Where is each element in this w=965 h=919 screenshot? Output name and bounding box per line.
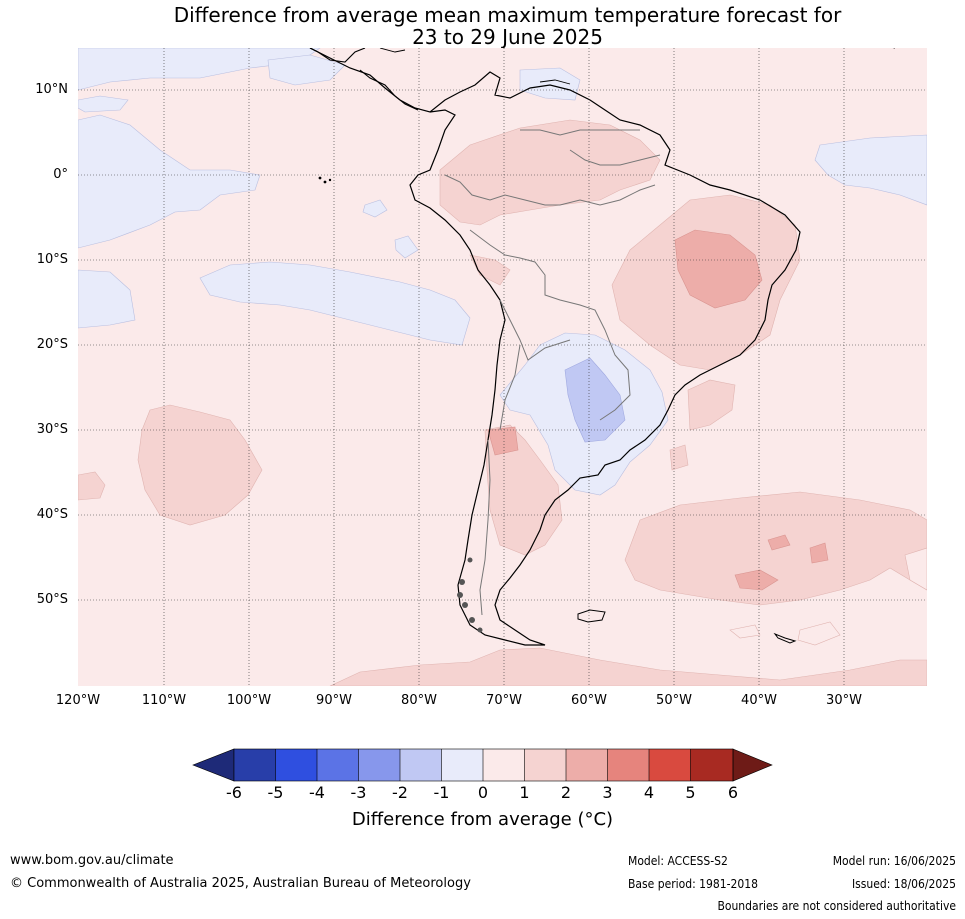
colorbar-segment <box>317 749 359 781</box>
anomaly-field-holes <box>729 547 927 646</box>
lon-label: 120°W <box>55 693 101 708</box>
map-title: Difference from average mean maximum tem… <box>0 4 965 48</box>
lat-label: 10°S <box>36 252 68 267</box>
lon-label: 60°W <box>571 693 607 708</box>
lon-label: 40°W <box>741 693 777 708</box>
colorbar-segment <box>607 749 649 781</box>
falkland-islands <box>577 609 606 623</box>
colorbar-segment <box>524 749 566 781</box>
lon-label: 90°W <box>316 693 352 708</box>
lat-label: 0° <box>53 167 68 182</box>
colorbar-segment <box>275 749 317 781</box>
lon-label: 110°W <box>141 693 187 708</box>
colorbar-high-extend <box>732 748 773 782</box>
colorbar-tick: 2 <box>560 783 572 802</box>
lon-label: 50°W <box>656 693 692 708</box>
colorbar <box>192 748 773 782</box>
colorbar-tick: -2 <box>392 783 408 802</box>
lon-label: 70°W <box>486 693 522 708</box>
colorbar-segment <box>690 749 733 781</box>
country-borders <box>444 129 661 616</box>
lon-label: 80°W <box>401 693 437 708</box>
graticule <box>78 48 927 686</box>
lat-label: 10°N <box>35 82 68 97</box>
website-link[interactable]: www.bom.gov.au/climate <box>10 853 174 868</box>
colorbar-tick: -1 <box>433 783 450 802</box>
anomaly-field-2-to-3 <box>487 229 829 591</box>
south-america-coastline <box>309 48 801 646</box>
colorbar-segment <box>649 749 691 781</box>
boundary-disclaimer: Boundaries are not considered authoritat… <box>717 899 956 913</box>
colorbar-tick: -5 <box>267 783 284 802</box>
colorbar-segment <box>234 749 276 781</box>
central-america-coastline <box>309 48 419 111</box>
lat-label: 20°S <box>36 337 68 352</box>
colorbar-tick: 6 <box>727 783 739 802</box>
galapagos-islands <box>318 176 332 184</box>
colorbar-segment <box>358 749 400 781</box>
colorbar-tick: 4 <box>643 783 655 802</box>
lat-label: 50°S <box>36 592 68 607</box>
lat-label: 40°S <box>36 507 68 522</box>
colorbar-tick: -6 <box>226 783 242 802</box>
lon-label: 100°W <box>226 693 272 708</box>
colorbar-segment <box>441 749 483 781</box>
colorbar-tick: -4 <box>309 783 325 802</box>
map-title-line1: Difference from average mean maximum tem… <box>173 3 842 27</box>
south-georgia <box>773 632 797 644</box>
colorbar-segment <box>566 749 608 781</box>
model-run-date: Model run: 16/06/2025 <box>832 854 956 868</box>
lat-label: 30°S <box>36 422 68 437</box>
colorbar-low-extend <box>192 748 235 782</box>
colorbar-segment <box>400 749 442 781</box>
anomaly-field-neg1-to-0 <box>78 48 927 346</box>
colorbar-tick: 1 <box>519 783 530 802</box>
colorbar-tick: 0 <box>477 783 489 802</box>
colorbar-segment <box>483 749 525 781</box>
model-name: Model: ACCESS-S2 <box>628 854 728 868</box>
colorbar-tick: -3 <box>350 783 367 802</box>
base-period: Base period: 1981-2018 <box>628 877 759 891</box>
colorbar-tick: 5 <box>685 783 696 802</box>
copyright-text: © Commonwealth of Australia 2025, Austra… <box>10 876 471 891</box>
colorbar-title: Difference from average (°C) <box>351 809 614 830</box>
caribbean-islands <box>379 48 895 85</box>
chilean-archipelago <box>457 557 483 633</box>
map-title-line2: 23 to 29 June 2025 <box>412 25 603 49</box>
lon-label: 30°W <box>826 693 862 708</box>
issued-date: Issued: 18/06/2025 <box>851 877 956 891</box>
colorbar-tick: 3 <box>602 783 613 802</box>
